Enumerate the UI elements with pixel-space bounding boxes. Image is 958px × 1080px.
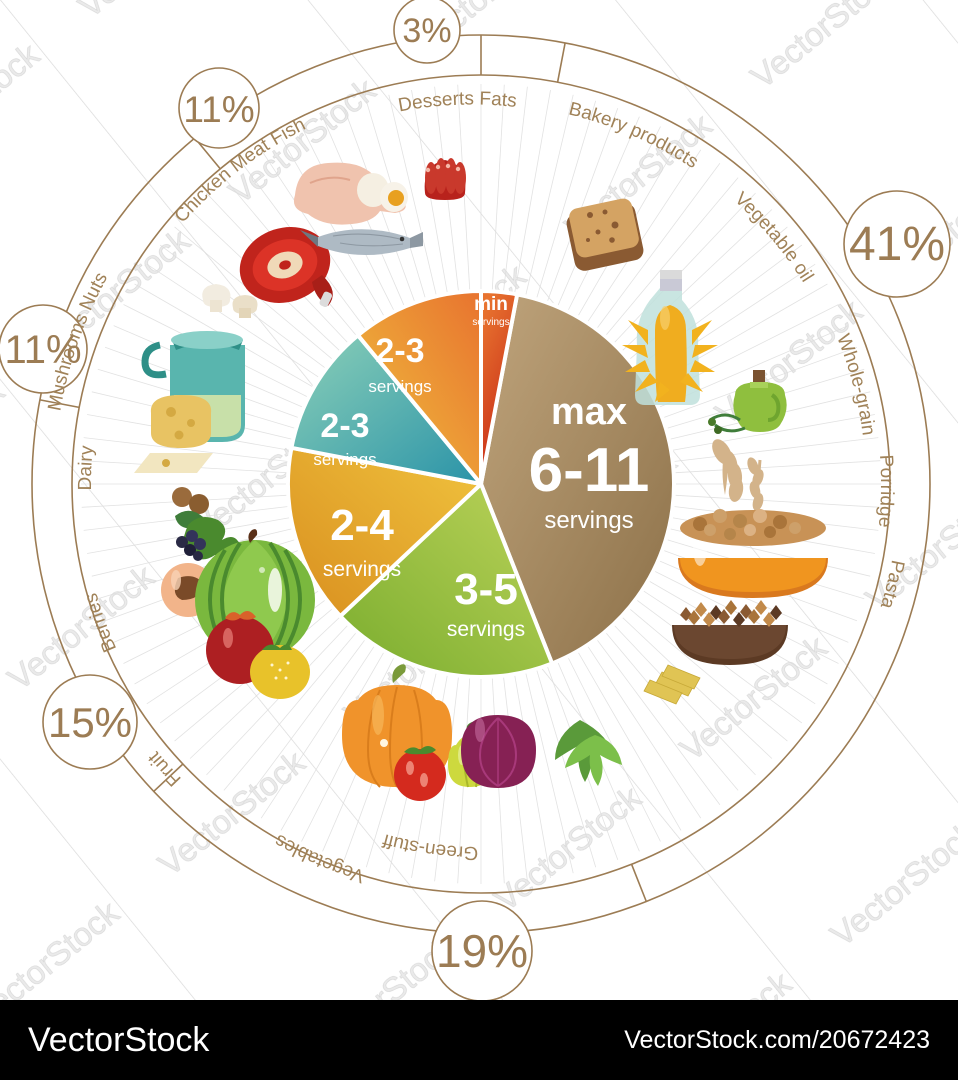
svg-text:Bakery products: Bakery products: [567, 99, 702, 173]
svg-text:41%: 41%: [849, 218, 945, 271]
svg-text:Desserts Fats: Desserts Fats: [397, 88, 518, 116]
svg-text:3%: 3%: [402, 12, 451, 50]
svg-text:2-3: 2-3: [375, 332, 424, 370]
svg-text:6-11: 6-11: [529, 436, 650, 505]
svg-text:2-3: 2-3: [320, 407, 369, 445]
svg-text:15%: 15%: [48, 699, 132, 746]
svg-text:Vegetable oil: Vegetable oil: [730, 188, 817, 286]
svg-text:min: min: [474, 294, 508, 315]
svg-text:Vegetables: Vegetables: [271, 830, 367, 887]
svg-text:servings: servings: [544, 507, 633, 534]
svg-text:servings: servings: [313, 450, 376, 469]
svg-text:servings: servings: [368, 377, 431, 396]
svg-text:Berries: Berries: [81, 591, 121, 655]
svg-text:19%: 19%: [436, 925, 528, 977]
svg-text:3-5: 3-5: [454, 565, 518, 614]
svg-text:11%: 11%: [183, 89, 254, 130]
svg-text:Pasta: Pasta: [876, 558, 908, 611]
svg-text:Dairy: Dairy: [75, 444, 98, 490]
svg-text:servings: servings: [447, 618, 525, 641]
svg-text:max: max: [551, 391, 627, 433]
svg-text:servings: servings: [323, 558, 401, 581]
svg-text:Green-stuff: Green-stuff: [380, 829, 479, 863]
svg-text:Porridge: Porridge: [874, 454, 897, 528]
svg-text:2-4: 2-4: [330, 501, 394, 550]
svg-text:servings: servings: [472, 317, 509, 328]
